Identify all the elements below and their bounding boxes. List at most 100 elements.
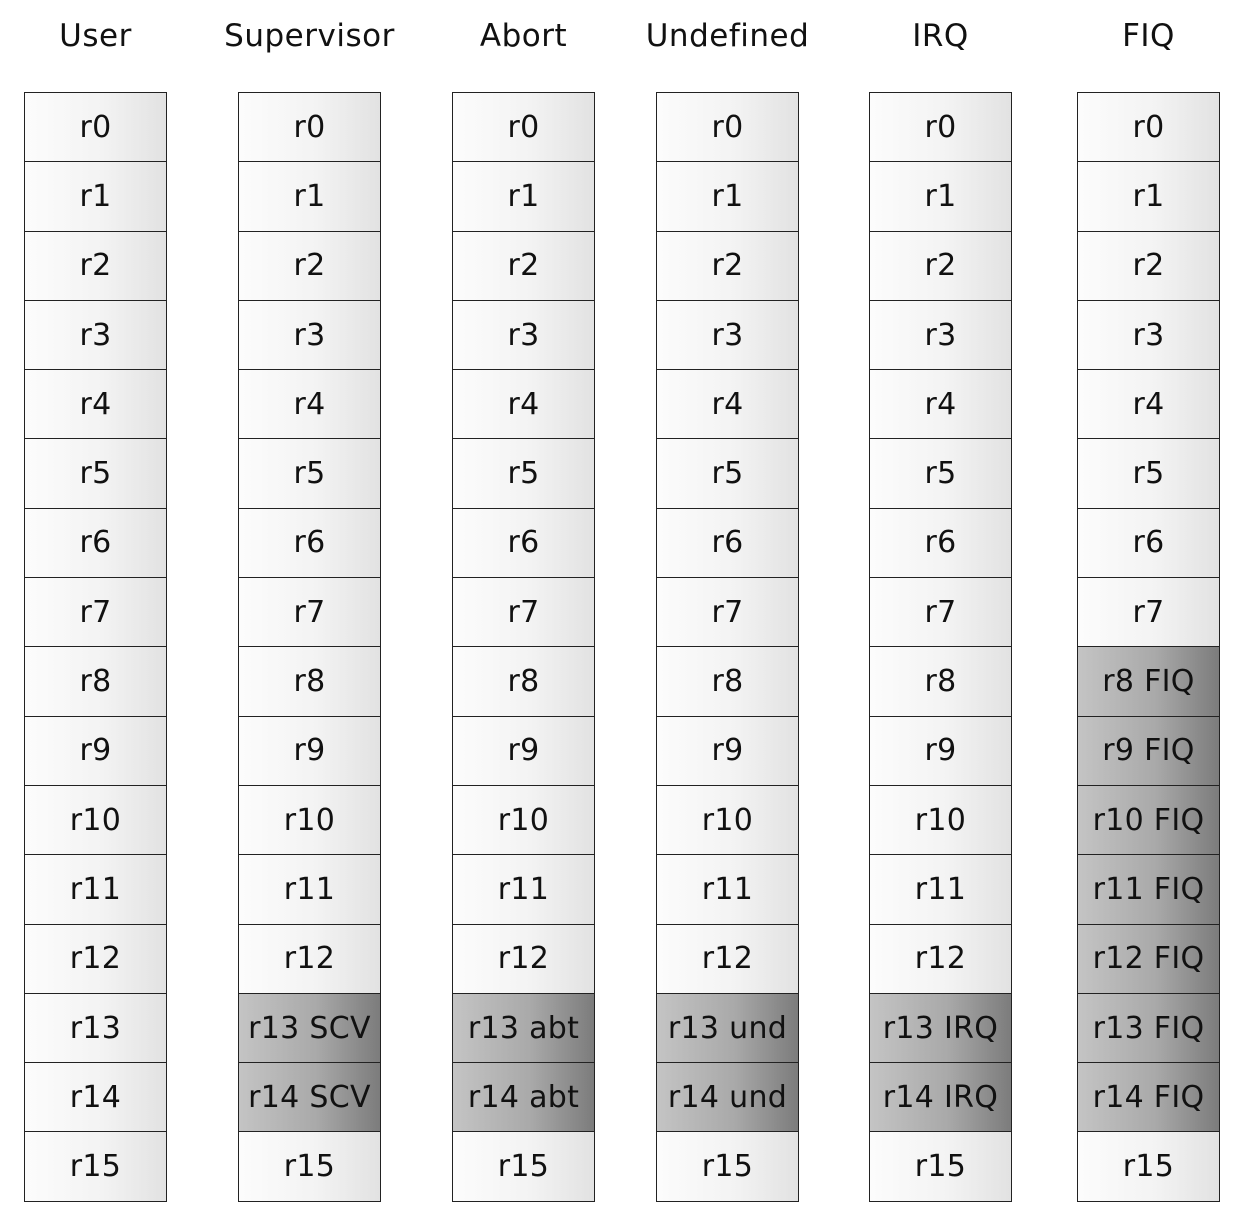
register-cell: r5 bbox=[656, 439, 799, 509]
register-cell: r4 bbox=[238, 370, 381, 440]
banked-register-cell: r14 abt bbox=[452, 1063, 595, 1133]
register-cell: r6 bbox=[656, 508, 799, 579]
register-cell: r9 bbox=[238, 716, 381, 786]
banked-register-cell: r13 SCV bbox=[238, 993, 381, 1064]
register-cell: r11 bbox=[869, 855, 1012, 925]
mode-title: Supervisor bbox=[224, 18, 395, 54]
register-stack: r0 r1 r2 r3 r4 r5 r6 r7 r8 FIQ r9 FIQ r10 FIQ r11 F… bbox=[1077, 92, 1220, 1202]
register-cell: r0 bbox=[1077, 93, 1220, 163]
register-cell: r11 bbox=[656, 855, 799, 925]
register-cell: r1 bbox=[656, 162, 799, 232]
register-cell: r2 bbox=[452, 231, 595, 301]
register-cell: r0 bbox=[656, 93, 799, 163]
register-cell: r9 bbox=[452, 716, 595, 786]
register-cell: r1 bbox=[1077, 162, 1220, 232]
register-cell: r1 bbox=[238, 162, 381, 232]
register-cell: r4 bbox=[24, 370, 167, 440]
register-cell: r4 bbox=[1077, 370, 1220, 440]
banked-register-cell: r13 abt bbox=[452, 993, 595, 1064]
banked-register-cell: r8 FIQ bbox=[1077, 647, 1220, 717]
banked-register-cell: r9 FIQ bbox=[1077, 716, 1220, 786]
register-stack: r0 r1 r2 r3 r4 r5 r6 r7 r8 r9 r10 r11 r12 r13 r14 r15 bbox=[24, 92, 167, 1202]
register-cell: r8 bbox=[869, 647, 1012, 717]
mode-title: User bbox=[59, 18, 132, 54]
banked-register-cell: r11 FIQ bbox=[1077, 855, 1220, 925]
register-cell: r8 bbox=[452, 647, 595, 717]
mode-title: Abort bbox=[479, 18, 568, 54]
banked-register-cell: r10 FIQ bbox=[1077, 785, 1220, 856]
register-cell: r7 bbox=[24, 578, 167, 648]
register-stack: r0 r1 r2 r3 r4 r5 r6 r7 r8 r9 r10 r11 r12 r13 abt r14 … bbox=[452, 92, 595, 1202]
banked-register-cell: r13 FIQ bbox=[1077, 993, 1220, 1064]
register-cell: r10 bbox=[238, 785, 381, 856]
register-cell: r9 bbox=[656, 716, 799, 786]
register-cell: r0 bbox=[452, 93, 595, 163]
register-stack: r0 r1 r2 r3 r4 r5 r6 r7 r8 r9 r10 r11 r12 r13 und r14 … bbox=[656, 92, 799, 1202]
register-cell: r15 bbox=[24, 1132, 167, 1202]
register-cell: r5 bbox=[238, 439, 381, 509]
register-stack: r0 r1 r2 r3 r4 r5 r6 r7 r8 r9 r10 r11 r12 r13 IRQ r14 … bbox=[869, 92, 1012, 1202]
register-cell: r6 bbox=[869, 508, 1012, 579]
mode-title: FIQ bbox=[1122, 18, 1175, 54]
register-cell: r0 bbox=[238, 93, 381, 163]
register-cell: r15 bbox=[656, 1132, 799, 1202]
register-cell: r2 bbox=[238, 231, 381, 301]
register-cell: r7 bbox=[656, 578, 799, 648]
register-cell: r0 bbox=[869, 93, 1012, 163]
register-cell: r15 bbox=[1077, 1132, 1220, 1202]
register-cell: r3 bbox=[869, 300, 1012, 371]
register-cell: r7 bbox=[238, 578, 381, 648]
register-cell: r6 bbox=[1077, 508, 1220, 579]
register-cell: r5 bbox=[1077, 439, 1220, 509]
banked-register-cell: r14 IRQ bbox=[869, 1063, 1012, 1133]
register-cell: r15 bbox=[452, 1132, 595, 1202]
register-cell: r11 bbox=[24, 855, 167, 925]
register-cell: r0 bbox=[24, 93, 167, 163]
register-cell: r4 bbox=[869, 370, 1012, 440]
register-cell: r10 bbox=[656, 785, 799, 856]
register-cell: r1 bbox=[869, 162, 1012, 232]
mode-title: Undefined bbox=[645, 18, 810, 54]
register-cell: r3 bbox=[24, 300, 167, 371]
register-cell: r9 bbox=[869, 716, 1012, 786]
register-cell: r12 bbox=[869, 924, 1012, 994]
banked-register-cell: r14 und bbox=[656, 1063, 799, 1133]
register-cell: r5 bbox=[24, 439, 167, 509]
register-cell: r15 bbox=[238, 1132, 381, 1202]
register-cell: r3 bbox=[238, 300, 381, 371]
register-cell: r4 bbox=[452, 370, 595, 440]
register-cell: r3 bbox=[1077, 300, 1220, 371]
register-cell: r10 bbox=[869, 785, 1012, 856]
mode-title: IRQ bbox=[912, 18, 969, 54]
banked-register-cell: r13 IRQ bbox=[869, 993, 1012, 1064]
register-cell: r8 bbox=[238, 647, 381, 717]
register-cell: r4 bbox=[656, 370, 799, 440]
register-cell: r8 bbox=[24, 647, 167, 717]
register-cell: r12 bbox=[656, 924, 799, 994]
register-cell: r10 bbox=[452, 785, 595, 856]
register-cell: r12 bbox=[452, 924, 595, 994]
register-cell: r11 bbox=[452, 855, 595, 925]
banked-register-cell: r12 FIQ bbox=[1077, 924, 1220, 994]
register-cell: r7 bbox=[452, 578, 595, 648]
register-cell: r2 bbox=[24, 231, 167, 301]
register-cell: r6 bbox=[452, 508, 595, 579]
register-cell: r6 bbox=[24, 508, 167, 579]
register-cell: r12 bbox=[24, 924, 167, 994]
register-cell: r1 bbox=[24, 162, 167, 232]
register-cell: r2 bbox=[1077, 231, 1220, 301]
register-cell: r2 bbox=[869, 231, 1012, 301]
register-cell: r3 bbox=[656, 300, 799, 371]
register-cell: r5 bbox=[452, 439, 595, 509]
register-cell: r3 bbox=[452, 300, 595, 371]
register-cell: r7 bbox=[869, 578, 1012, 648]
banked-register-cell: r14 FIQ bbox=[1077, 1063, 1220, 1133]
register-cell: r8 bbox=[656, 647, 799, 717]
banked-register-cell: r13 und bbox=[656, 993, 799, 1064]
register-cell: r5 bbox=[869, 439, 1012, 509]
register-cell: r14 bbox=[24, 1063, 167, 1133]
register-cell: r11 bbox=[238, 855, 381, 925]
register-cell: r7 bbox=[1077, 578, 1220, 648]
register-cell: r2 bbox=[656, 231, 799, 301]
register-cell: r13 bbox=[24, 993, 167, 1064]
